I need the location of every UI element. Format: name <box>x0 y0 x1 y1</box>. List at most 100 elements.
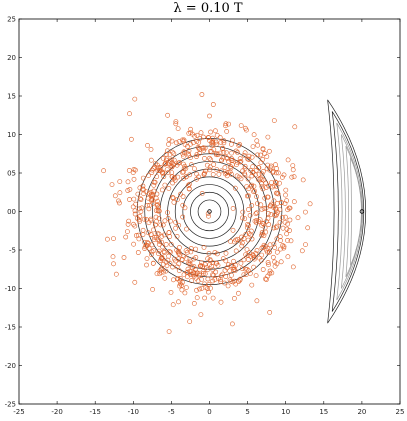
scatter-point <box>167 158 173 164</box>
scatter-point <box>258 257 264 263</box>
scatter-point <box>180 202 186 208</box>
scatter-point <box>148 232 154 237</box>
scatter-point <box>214 141 219 147</box>
scatter-point <box>166 141 171 147</box>
scatter-point <box>234 159 240 165</box>
scatter-point <box>273 162 278 168</box>
scatter-point <box>280 243 286 248</box>
y-tick-label: -5 <box>9 247 16 255</box>
scatter-point <box>231 239 237 245</box>
scatter-point <box>165 170 171 176</box>
scatter-point <box>177 283 182 289</box>
scatter-point <box>262 195 268 201</box>
scatter-point <box>186 260 192 266</box>
scatter-point <box>228 141 234 147</box>
scatter-point <box>240 209 246 215</box>
scatter-point <box>197 150 202 156</box>
scatter-point <box>237 276 243 282</box>
scatter-point <box>194 287 199 293</box>
scatter-point <box>278 259 284 265</box>
scatter-point <box>277 219 283 225</box>
scatter-point <box>176 160 181 166</box>
scatter-point <box>214 260 220 266</box>
scatter-point <box>207 167 213 173</box>
scatter-point <box>218 299 224 305</box>
scatter-point <box>165 112 170 118</box>
scatter-point <box>266 249 272 255</box>
scatter-point <box>137 218 142 224</box>
scatter-point <box>189 278 194 284</box>
scatter-point <box>166 329 172 334</box>
scatter-point <box>165 257 171 263</box>
scatter-point <box>163 268 169 274</box>
scatter-point <box>242 150 248 156</box>
scatter-point <box>177 281 183 287</box>
scatter-point <box>180 169 185 175</box>
scatter-point <box>303 242 308 247</box>
scatter-point <box>183 285 189 290</box>
scatter-point <box>172 177 178 183</box>
scatter-point <box>263 180 269 186</box>
crescent-contour <box>327 99 367 324</box>
scatter-point <box>231 258 236 264</box>
scatter-point <box>230 137 235 143</box>
scatter-point <box>267 242 273 248</box>
scatter-point <box>220 256 226 262</box>
scatter-point <box>158 222 164 228</box>
scatter-point <box>156 248 162 254</box>
y-tick-label: -20 <box>5 362 16 370</box>
scatter-point <box>168 289 174 295</box>
scatter-point <box>105 236 110 242</box>
scatter-point <box>290 167 296 173</box>
circle-contour <box>144 145 275 278</box>
scatter-point <box>182 290 188 296</box>
scatter-point <box>205 289 211 295</box>
scatter-point <box>223 258 229 264</box>
scatter-point <box>143 216 149 222</box>
scatter-point <box>132 208 138 214</box>
scatter-point <box>148 218 154 223</box>
scatter-point <box>117 179 123 184</box>
scatter-point <box>181 165 187 171</box>
crescent-contour <box>336 122 364 301</box>
scatter-point <box>233 148 239 154</box>
y-axis: -25 -20 -15 -10 -5 00 05 10 15 20 25 <box>5 16 400 409</box>
scatter-point <box>176 245 182 250</box>
scatter-point <box>232 268 238 273</box>
scatter-point <box>154 203 160 208</box>
scatter-point <box>140 175 146 181</box>
scatter-point <box>200 145 206 151</box>
scatter-point <box>223 250 229 256</box>
scatter-point <box>182 142 188 147</box>
scatter-point <box>180 194 186 199</box>
scatter-point <box>220 271 226 277</box>
scatter-point <box>170 302 176 308</box>
scatter-point <box>249 282 255 288</box>
scatter-point <box>232 278 237 284</box>
scatter-point <box>206 213 211 219</box>
scatter-point <box>237 142 242 147</box>
scatter-point <box>275 209 280 215</box>
scatter-point <box>168 218 173 224</box>
scatter-point <box>151 166 157 171</box>
scatter-point <box>205 256 211 262</box>
scatter-point <box>196 139 202 145</box>
scatter-point <box>206 281 212 287</box>
scatter-point <box>252 188 257 194</box>
scatter-point <box>127 186 133 192</box>
scatter-point <box>136 236 142 242</box>
scatter-point <box>229 272 234 278</box>
scatter-point <box>248 253 253 259</box>
scatter-point <box>158 267 164 273</box>
scatter-point <box>169 138 175 144</box>
scatter-point <box>132 167 138 173</box>
scatter-point <box>175 249 181 255</box>
scatter-point <box>238 176 244 182</box>
scatter-point <box>202 155 207 161</box>
scatter-point <box>117 190 123 196</box>
scatter-point <box>259 232 264 238</box>
scatter-point <box>248 232 253 238</box>
scatter-point <box>168 163 174 168</box>
scatter-point <box>171 157 177 163</box>
